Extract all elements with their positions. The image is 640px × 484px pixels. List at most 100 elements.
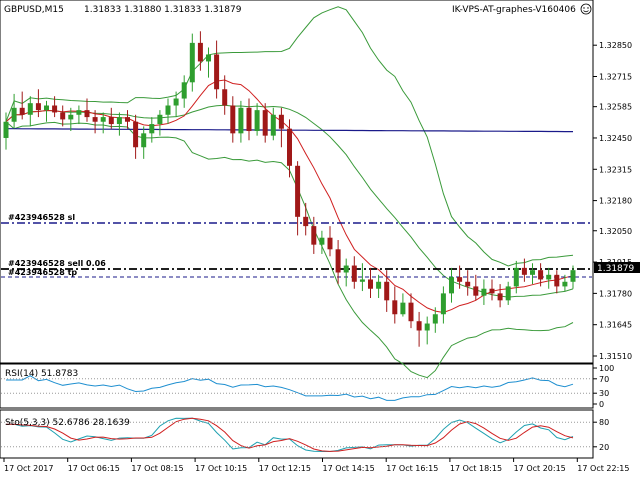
- candle-body: [408, 302, 414, 322]
- candle: [376, 274, 382, 299]
- candle: [197, 31, 203, 71]
- candle-body: [311, 226, 317, 245]
- candle: [35, 89, 41, 118]
- time-tick-label: 17 Oct 08:15: [131, 464, 183, 473]
- candle: [157, 110, 163, 136]
- candle: [214, 40, 220, 99]
- candle-body: [449, 277, 454, 294]
- rsi-title: RSI(14) 51.8783: [5, 369, 78, 379]
- candle: [92, 110, 98, 134]
- candle-body: [214, 54, 220, 90]
- rsi-tick-label: 100: [599, 364, 614, 373]
- price-tick-label: 1.32315: [599, 165, 632, 174]
- candle-body: [570, 270, 576, 282]
- candle-body: [481, 288, 487, 296]
- candle-body: [505, 286, 511, 301]
- candle-body: [343, 265, 349, 273]
- candle-body: [133, 121, 139, 148]
- candle-body: [392, 300, 398, 315]
- candle-body: [538, 270, 544, 280]
- candle-body: [546, 274, 552, 280]
- bollinger-upper-band: [5, 6, 574, 267]
- candle: [392, 286, 398, 324]
- candle: [521, 258, 527, 282]
- rsi-tick-label: 0: [599, 400, 604, 409]
- expert-smiley-icon[interactable]: [580, 3, 592, 15]
- candle-body: [440, 293, 446, 315]
- candle-body: [173, 98, 179, 106]
- candle-body: [530, 270, 535, 275]
- candle: [125, 110, 130, 129]
- candle-body: [513, 267, 519, 287]
- expert-name: IK-VPS-AT-graphes-V160406: [452, 5, 576, 15]
- candle-body: [327, 237, 333, 250]
- candle-body: [52, 105, 58, 113]
- candle-body: [400, 302, 406, 315]
- candle: [246, 98, 252, 141]
- candle-body: [473, 286, 479, 296]
- current-price-box: [594, 262, 640, 273]
- candle: [52, 96, 58, 118]
- candle-body: [35, 103, 41, 111]
- candle-body: [335, 249, 341, 273]
- time-tick-label: 17 Oct 20:15: [514, 464, 566, 473]
- candle: [440, 286, 446, 324]
- candle: [497, 284, 503, 308]
- candle: [108, 107, 114, 129]
- candle-body: [222, 89, 228, 106]
- candle-body: [384, 281, 390, 301]
- candle: [230, 96, 236, 143]
- candle: [554, 270, 560, 294]
- candle-body: [254, 110, 260, 132]
- candle: [165, 98, 171, 125]
- candle-body: [108, 117, 114, 125]
- stochastic-indicator: [5, 417, 574, 452]
- rsi-line: [6, 375, 574, 401]
- candle: [295, 161, 301, 236]
- candle-body: [189, 42, 195, 83]
- stoch-signal-line: [5, 417, 574, 452]
- candle: [287, 119, 292, 178]
- rsi-indicator: [6, 375, 574, 401]
- price-tick-label: 1.32450: [599, 134, 632, 143]
- candle-body: [206, 54, 211, 62]
- candle-body: [165, 105, 171, 115]
- candle: [222, 75, 228, 115]
- candle: [27, 96, 33, 127]
- candle-body: [60, 112, 66, 120]
- candle: [416, 311, 422, 347]
- candle: [530, 263, 535, 285]
- candle-body: [457, 277, 463, 282]
- candle-body: [100, 117, 106, 122]
- candle: [408, 293, 414, 329]
- candle: [473, 274, 479, 301]
- candle: [181, 75, 187, 108]
- candle-body: [351, 265, 357, 282]
- candle-body: [368, 279, 373, 289]
- candle: [238, 100, 244, 143]
- candle-body: [376, 281, 382, 289]
- candle-body: [278, 114, 284, 129]
- candle: [368, 267, 373, 299]
- candle: [19, 91, 25, 120]
- candle: [546, 267, 552, 289]
- price-tick-label: 1.32715: [599, 73, 632, 82]
- candle: [133, 114, 139, 159]
- candle: [149, 117, 155, 143]
- candle: [319, 230, 325, 254]
- candle-body: [497, 293, 503, 301]
- candle-body: [303, 216, 309, 227]
- stoch-title: Sto(5,3,3) 52.6786 28.1639: [5, 418, 130, 428]
- time-tick-label: 17 Oct 22:15: [577, 464, 629, 473]
- stoch-pane-border: [0, 409, 594, 459]
- candle-body: [76, 110, 82, 115]
- candle: [262, 103, 268, 143]
- candle-body: [416, 321, 422, 331]
- candle-body: [424, 323, 430, 331]
- candle-body: [44, 105, 49, 111]
- time-tick-label: 17 Oct 14:15: [323, 464, 375, 473]
- candle: [189, 33, 195, 92]
- candle-body: [359, 279, 365, 282]
